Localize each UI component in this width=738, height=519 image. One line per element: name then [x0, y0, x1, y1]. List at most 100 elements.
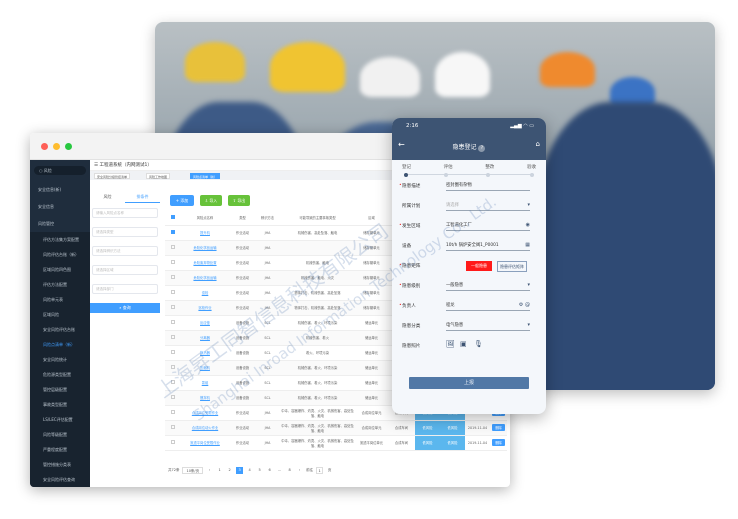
filter-name-input[interactable]: 请输入风险点名称 — [92, 208, 158, 218]
field-action-icon[interactable]: ▾ — [527, 202, 530, 208]
tab-1[interactable]: 风险工作地图 — [146, 172, 171, 179]
page-button[interactable]: 5 — [258, 468, 261, 472]
row-checkbox[interactable] — [170, 305, 175, 309]
back-arrow-icon[interactable]: ← — [398, 140, 405, 149]
filter-tab-0[interactable]: 风险 — [103, 194, 112, 199]
risk-point-link[interactable]: 反应釜 — [200, 321, 210, 325]
risk-point-link[interactable]: 危险化学品运输 — [193, 276, 217, 280]
query-button[interactable]: ⌕ 查询 — [90, 303, 160, 313]
filter-method-select[interactable]: 请选择辨识方法 — [92, 246, 158, 256]
sidebar-item[interactable]: 区域风险 — [30, 307, 90, 322]
close-window-button[interactable] — [41, 143, 48, 150]
sidebar-item[interactable]: 风险点清单（新） — [30, 337, 90, 352]
select-all-checkbox[interactable] — [170, 214, 175, 219]
field-action-icon[interactable]: ▾ — [527, 322, 530, 328]
photo-upload-icon[interactable]: 🖼 — [446, 340, 455, 348]
maximize-window-button[interactable] — [65, 143, 72, 150]
field-action-icon[interactable]: ⚙ @ — [518, 302, 530, 308]
sidebar-item[interactable]: 管控层级配置 — [30, 382, 90, 397]
tab-2-active[interactable]: 风险点清单（新） — [190, 172, 221, 179]
field-action-icon[interactable]: ▦ — [525, 242, 530, 248]
page-button[interactable]: 2 — [228, 468, 231, 472]
tab-0[interactable]: 安全风险分级管控清单 — [94, 172, 131, 179]
row-checkbox[interactable] — [170, 290, 175, 294]
risk-point-link[interactable]: 压缩机 — [200, 366, 210, 370]
home-icon[interactable]: ⌂ — [535, 140, 540, 148]
sidebar-item[interactable]: 风险单元表 — [30, 292, 90, 307]
sidebar-item[interactable]: 事故类型配置 — [30, 397, 90, 412]
row-checkbox[interactable] — [170, 380, 175, 384]
camera-icon[interactable]: ▣ — [460, 340, 467, 348]
hazard-level-badge[interactable]: 一般隐患 — [466, 261, 492, 271]
page-button[interactable]: › — [298, 468, 301, 472]
filter-area-select[interactable]: 请选择区域 — [92, 265, 158, 275]
row-checkbox[interactable] — [170, 260, 175, 264]
page-button[interactable]: 8 — [288, 468, 291, 472]
sidebar-item[interactable]: 风险等级配置 — [30, 427, 90, 442]
sidebar-item[interactable]: 管控措施分类表 — [30, 457, 90, 472]
row-checkbox[interactable] — [170, 395, 175, 399]
field-input[interactable]: 10t/h 锅炉安全阀1_P0001 — [446, 242, 530, 251]
export-button[interactable]: ⇧ 导出 — [228, 195, 250, 206]
field-input[interactable]: 一般隐患 — [446, 282, 530, 291]
sidebar-item[interactable]: 安全风险评估查询 — [30, 472, 90, 487]
submit-button[interactable]: 上报 — [409, 377, 529, 389]
sidebar-item[interactable]: 风险管控 — [38, 221, 54, 226]
risk-point-link[interactable]: 合成岗位动火作业 — [191, 426, 219, 430]
delete-button[interactable]: 删除 — [492, 439, 505, 446]
row-checkbox[interactable] — [170, 335, 175, 339]
risk-point-link[interactable]: 分离器 — [200, 336, 210, 340]
delete-button[interactable]: 删除 — [492, 424, 505, 431]
sidebar-item[interactable]: 风险评估台账（新） — [30, 247, 90, 262]
risk-point-link[interactable]: 提升机 — [200, 231, 210, 235]
import-button[interactable]: ⇩ 导入 — [200, 195, 222, 206]
filter-tab-1[interactable]: 排条件 — [125, 191, 160, 203]
row-checkbox[interactable] — [170, 320, 175, 324]
risk-point-link[interactable]: 危险化学品运输 — [193, 246, 217, 250]
sidebar-item[interactable]: 区域风险四色图 — [30, 262, 90, 277]
sidebar-item[interactable]: LS/LEC评估配置 — [30, 412, 90, 427]
sidebar-item[interactable]: 评估方法配置 — [30, 277, 90, 292]
risk-point-link[interactable]: 巡检 — [201, 291, 209, 295]
goto-page-input[interactable]: 1 — [316, 467, 324, 474]
risk-point-link[interactable]: 危险废弃物处置 — [193, 261, 217, 265]
row-checkbox[interactable] — [170, 245, 175, 249]
page-button[interactable]: 6 — [268, 468, 271, 472]
page-button[interactable]: 4 — [248, 468, 251, 472]
field-input[interactable]: 密封圈有杂物 — [446, 182, 530, 191]
row-checkbox[interactable] — [170, 440, 175, 444]
risk-point-link[interactable]: 搅拌机 — [200, 396, 210, 400]
row-checkbox[interactable] — [170, 275, 175, 279]
field-action-icon[interactable]: ◉ — [525, 222, 530, 228]
microphone-icon[interactable]: 🎙 — [474, 340, 483, 348]
matrix-button[interactable]: 隐患评估矩阵 — [497, 261, 527, 272]
sidebar-item[interactable]: 安全风险统计 — [30, 352, 90, 367]
menu-icon[interactable]: ☰ — [94, 163, 99, 168]
minimize-window-button[interactable] — [53, 143, 60, 150]
row-checkbox[interactable] — [170, 410, 175, 414]
sidebar-item[interactable]: 安全信息(新) — [38, 187, 62, 192]
add-button[interactable]: + 添加 — [170, 195, 194, 206]
sidebar-item[interactable]: 危险源类型配置 — [30, 367, 90, 382]
row-checkbox[interactable] — [170, 425, 175, 429]
field-input[interactable]: 程龙 — [446, 302, 530, 311]
row-checkbox[interactable] — [170, 350, 175, 354]
risk-point-link[interactable]: 合成岗位受限作业 — [191, 411, 219, 415]
sidebar-item[interactable]: 评估方法集方案配置 — [30, 232, 90, 247]
filter-dept-select[interactable]: 请选择部门 — [92, 284, 158, 294]
page-button[interactable]: 3 — [236, 467, 244, 474]
sidebar-item[interactable]: 严重程度配置 — [30, 442, 90, 457]
sidebar-item[interactable]: 安全信息 — [38, 204, 54, 209]
help-icon[interactable]: ? — [478, 145, 486, 152]
page-button[interactable]: ... — [277, 468, 282, 472]
field-input[interactable]: 工智道化工厂 — [446, 222, 530, 231]
page-button[interactable]: ‹ — [208, 468, 211, 472]
row-checkbox[interactable] — [170, 365, 175, 369]
field-input[interactable]: 电气隐患 — [446, 322, 530, 331]
sidebar-item[interactable]: 安全风险评估台账 — [30, 322, 90, 337]
filter-type-select[interactable]: 请选择类型 — [92, 227, 158, 237]
risk-point-link[interactable]: 换热器 — [200, 351, 210, 355]
page-size-select[interactable]: 10条/页 — [182, 467, 204, 474]
sidebar-search-input[interactable]: ○ 风险 — [34, 166, 86, 175]
risk-point-link[interactable]: 巡检作业 — [198, 306, 212, 310]
